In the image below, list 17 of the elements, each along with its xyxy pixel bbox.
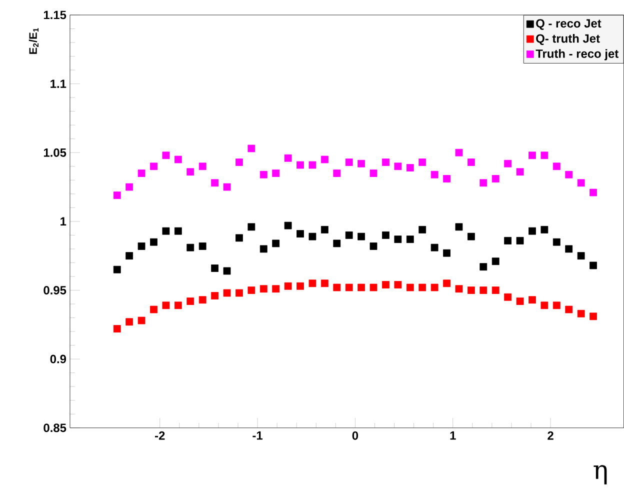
x-axis-title: η [594,465,607,484]
x-tick-label: 0 [352,431,358,440]
x-tick-label: -1 [252,431,262,440]
y-tick-label: 1.05 [44,148,66,157]
y-tick-label: 0.95 [44,286,66,295]
x-tick-label: 1 [450,431,456,440]
legend-label: Q - reco Jet [536,19,602,30]
legend-label: Truth - reco jet [536,49,618,60]
y-tick-label: 0.85 [44,424,66,432]
y-tick-label: 1 [60,217,66,226]
y-axis-title: E$_{2}$/E$_{1}$ [28,28,38,54]
y-tick-label: 1.15 [44,10,66,20]
x-tick-label: 2 [548,431,554,440]
y-tick-label: 0.9 [50,354,66,364]
x-tick-label: -2 [155,431,165,440]
legend-label: Q- truth Jet [536,34,600,46]
y-tick-label: 1.1 [50,80,66,88]
